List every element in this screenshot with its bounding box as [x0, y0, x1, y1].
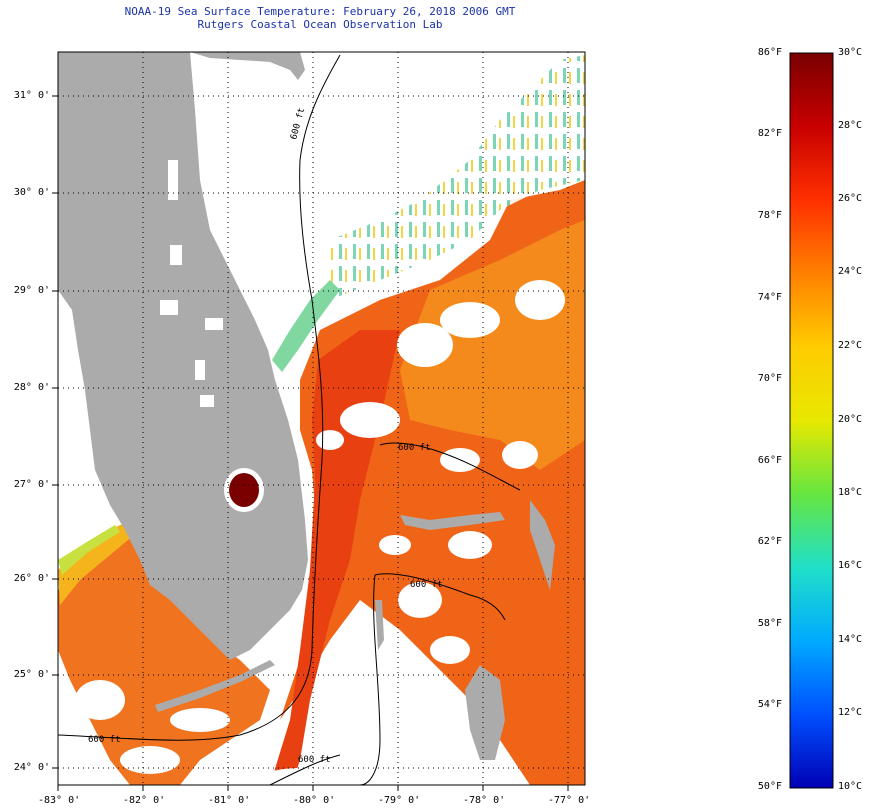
colorbar-f-label: 78°F: [757, 210, 782, 221]
lat-label: 29° 0': [13, 285, 50, 296]
map-subtitle: Rutgers Coastal Ocean Observation Lab: [197, 18, 443, 31]
graticule: [58, 52, 585, 785]
florida-keys: [155, 660, 275, 712]
lat-label: 26° 0': [13, 573, 50, 584]
lon-label: -83° 0': [38, 795, 81, 806]
600ft-contours: [58, 54, 521, 785]
colorbar-c-label: 30°C: [838, 47, 863, 58]
colorbar-c-label: 10°C: [838, 781, 863, 792]
colorbar-f-label: 62°F: [757, 536, 782, 547]
grand-bahama: [400, 512, 505, 530]
colorbar-f-label: 50°F: [757, 781, 782, 792]
lat-label: 30° 0': [13, 187, 50, 198]
contour-label-bahamas-north: 600 ft: [398, 443, 431, 453]
gulf-cool-edge: [58, 520, 140, 605]
colorbar-c-label: 14°C: [838, 634, 863, 645]
northern-cool-streaks: [330, 55, 585, 300]
colorbar-c-label: 16°C: [838, 560, 863, 571]
lat-label: 25° 0': [13, 669, 50, 680]
shelf-cool-streak: [272, 280, 340, 372]
north-florida-coast: [190, 52, 305, 80]
lon-label: -80° 0': [293, 795, 336, 806]
contour-label-south: 600 ft: [298, 755, 331, 765]
colorbar-c-label: 28°C: [838, 120, 863, 131]
lat-label: 24° 0': [13, 762, 50, 773]
colorbar: [789, 52, 834, 789]
map-title: NOAA-19 Sea Surface Temperature: Februar…: [124, 5, 516, 18]
colorbar-f-label: 86°F: [757, 47, 782, 58]
abaco: [530, 500, 555, 590]
contour-label-gulf: 600 ft: [88, 735, 121, 745]
colorbar-c-label: 24°C: [838, 266, 863, 277]
andros: [465, 665, 505, 760]
lon-label: -77° 0': [548, 795, 591, 806]
axis-ticks: [52, 95, 569, 791]
colorbar-c-label: 12°C: [838, 707, 863, 718]
map-area: 600 ft 600 ft 600 ft 600 ft 600 ft: [58, 52, 585, 785]
colorbar-c-label: 18°C: [838, 487, 863, 498]
map-frame: [57, 51, 586, 786]
lat-label: 28° 0': [13, 382, 50, 393]
colorbar-f-label: 66°F: [757, 455, 782, 466]
colorbar-c-label: 20°C: [838, 414, 863, 425]
gulf-cool-strip: [58, 525, 120, 575]
gulf-stream-core: [270, 330, 400, 785]
lon-label: -82° 0': [123, 795, 166, 806]
colorbar-f-label: 74°F: [757, 292, 782, 303]
colorbar-f-label: 70°F: [757, 373, 782, 384]
lat-label: 27° 0': [13, 479, 50, 490]
colorbar-c-label: 26°C: [838, 193, 863, 204]
lake-okeechobee: [229, 473, 259, 507]
colorbar-f-label: 82°F: [757, 128, 782, 139]
colorbar-f-label: 58°F: [757, 618, 782, 629]
inland-clouds: [160, 160, 223, 407]
bimini-bank: [375, 600, 384, 650]
lon-label: -78° 0': [463, 795, 506, 806]
lon-label: -81° 0': [208, 795, 251, 806]
lon-label: -79° 0': [378, 795, 421, 806]
lat-label: 31° 0': [13, 90, 50, 101]
colorbar-f-label: 54°F: [757, 699, 782, 710]
colorbar-c-label: 22°C: [838, 340, 863, 351]
contour-label-bahamas-south: 600 ft: [410, 580, 443, 590]
